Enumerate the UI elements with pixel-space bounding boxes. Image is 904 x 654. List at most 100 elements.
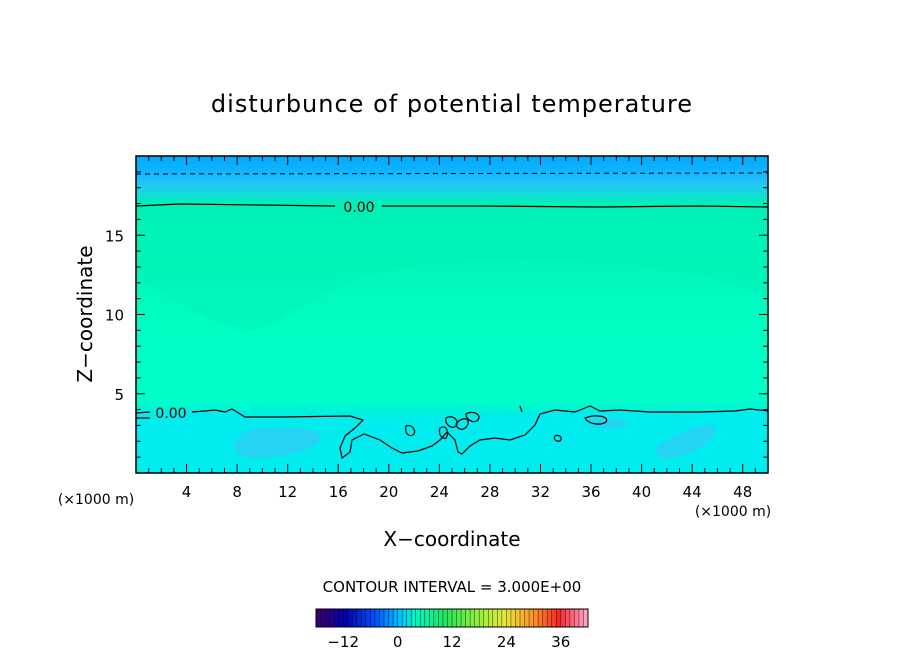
contour-lower-zero — [135, 405, 769, 460]
x-tick-label: 36 — [581, 483, 600, 501]
x-tick-label: 32 — [531, 483, 550, 501]
colorbar-cell — [510, 609, 516, 627]
colorbar-cell — [438, 609, 444, 627]
colorbar-cell — [560, 609, 566, 627]
colorbar — [315, 608, 589, 628]
colorbar-frame — [315, 608, 589, 628]
colorbar-cell — [547, 609, 553, 627]
colorbar-cell — [370, 609, 376, 627]
contour-loop — [438, 426, 449, 439]
contour-loop — [465, 411, 480, 423]
colorbar-cell — [365, 609, 371, 627]
colorbar-cell — [442, 609, 448, 627]
x-tick-label: 40 — [632, 483, 651, 501]
colorbar-cell — [433, 609, 439, 627]
plot-area: 0.00 0.00 — [135, 155, 769, 474]
colorbar-cell — [424, 609, 430, 627]
colorbar-cell — [492, 609, 498, 627]
y-axis-label: Z−coordinate — [73, 245, 97, 382]
colorbar-cell — [334, 609, 339, 627]
contour-upper-zero — [135, 203, 769, 208]
contour-label-upper: 0.00 — [343, 200, 374, 216]
colorbar-cell — [569, 609, 575, 627]
colorbar-cell — [415, 609, 421, 627]
colorbar-cell — [343, 609, 349, 627]
colorbar-cell — [465, 609, 471, 627]
colorbar-tick-label: −12 — [327, 633, 359, 651]
colorbar-cell — [551, 609, 557, 627]
x-axis-label: X−coordinate — [383, 527, 520, 551]
colorbar-cell — [320, 609, 326, 627]
colorbar-cell — [506, 609, 512, 627]
colorbar-tick-label: 36 — [551, 633, 570, 651]
colorbar-cell — [329, 609, 335, 627]
contour-interval: CONTOUR INTERVAL = 3.000E+00 — [323, 578, 582, 596]
colorbar-cell — [538, 609, 543, 627]
field-patch — [590, 417, 629, 429]
x-tick-label: 48 — [733, 483, 752, 501]
colorbar-cell — [474, 609, 480, 627]
colorbar-cell — [452, 609, 457, 627]
colorbar-cell — [479, 609, 485, 627]
contour-loop — [455, 418, 469, 430]
colorbar-cell — [338, 609, 344, 627]
colorbar-cell — [361, 609, 367, 627]
colorbar-cell — [374, 609, 380, 627]
colorbar-cell — [515, 609, 521, 627]
contour-loop — [584, 415, 608, 425]
x-tick-label: 16 — [329, 483, 348, 501]
field-lobe — [136, 222, 768, 332]
field-patch — [656, 425, 716, 458]
contour-loop — [519, 405, 523, 413]
contour-dashed — [135, 172, 769, 175]
colorbar-cell — [556, 609, 562, 627]
x-tick-label: 44 — [683, 483, 702, 501]
colorbar-cell — [402, 609, 407, 627]
colorbar-cell — [574, 609, 580, 627]
colorbar-cell — [388, 609, 394, 627]
field-patch — [234, 427, 322, 458]
colorbar-cell — [520, 609, 525, 627]
x-tick-label: 28 — [480, 483, 499, 501]
colorbar-cell — [542, 609, 548, 627]
y-axis-ticks: 5 10 15 — [105, 171, 768, 458]
x-unit-left: (×1000 m) — [58, 492, 134, 508]
x-tick-label: 4 — [182, 483, 192, 501]
colorbar-cell — [565, 609, 571, 627]
colorbar-cell — [524, 609, 530, 627]
colorbar-cell — [411, 609, 417, 627]
x-tick-label: 8 — [232, 483, 242, 501]
chart-title: disturbunce of potential temperature — [211, 90, 693, 118]
colorbar-cell — [384, 609, 389, 627]
colorbar-cell — [316, 609, 321, 627]
y-tick-label: 5 — [114, 386, 124, 404]
colorbar-cell — [583, 609, 589, 627]
colorbar-cell — [379, 609, 385, 627]
colorbar-tick-label: 0 — [393, 633, 403, 651]
colorbar-cell — [501, 609, 507, 627]
x-unit-right: (×1000 m) — [695, 504, 771, 520]
x-tick-label: 12 — [278, 483, 297, 501]
colorbar-cell — [356, 609, 362, 627]
contour-label-lower: 0.00 — [155, 406, 186, 422]
colorbar-cell — [497, 609, 503, 627]
x-axis-ticks: 4 8 12 16 20 24 28 32 36 40 44 48 — [148, 156, 756, 501]
colorbar-cell — [461, 609, 466, 627]
colorbar-cell — [447, 609, 453, 627]
contour-loop — [405, 425, 416, 437]
colorbar-cell — [529, 609, 534, 627]
colorbar-cell — [578, 609, 584, 627]
colorbar-cell — [352, 609, 358, 627]
colorbar-cell — [533, 609, 539, 627]
contour-loop — [445, 416, 458, 428]
colorbar-cell — [393, 609, 398, 627]
y-tick-label: 10 — [105, 307, 124, 325]
colorbar-cell — [456, 609, 462, 627]
x-tick-label: 24 — [430, 483, 449, 501]
colorbar-cell — [483, 609, 489, 627]
colorbar-cell — [397, 609, 403, 627]
colorbar-cell — [488, 609, 494, 627]
contour-loop — [553, 434, 562, 442]
colorbar-cell — [347, 609, 353, 627]
y-tick-label: 15 — [105, 227, 124, 245]
